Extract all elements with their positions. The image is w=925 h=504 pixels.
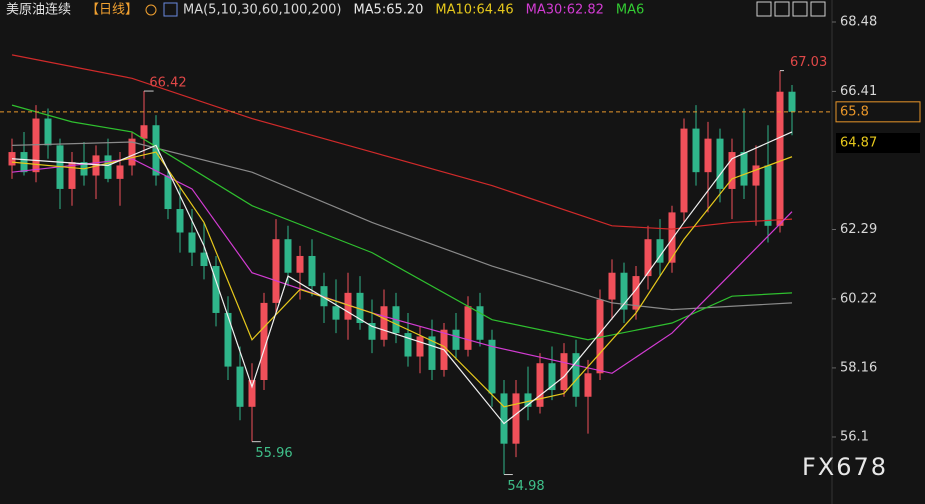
ma-icon[interactable] bbox=[163, 2, 178, 17]
candle-body bbox=[776, 91, 784, 226]
candle-body bbox=[68, 162, 76, 189]
candle-body bbox=[164, 175, 172, 210]
candle-body bbox=[704, 138, 712, 173]
candle-body bbox=[512, 393, 520, 444]
candle-body bbox=[116, 165, 124, 179]
candle-body bbox=[740, 152, 748, 186]
candle-body bbox=[728, 152, 736, 189]
candle-body bbox=[752, 165, 760, 186]
candle-body bbox=[140, 125, 148, 139]
low-label: 55.96 bbox=[255, 446, 292, 461]
candle-body bbox=[152, 125, 160, 176]
candle-body bbox=[188, 232, 196, 253]
legend-entry: MA(5,10,30,60,100,200) bbox=[183, 3, 341, 18]
y-tick-label: 58.16 bbox=[840, 360, 877, 375]
candle-body bbox=[200, 252, 208, 267]
y-tick-label: 62.29 bbox=[840, 222, 877, 237]
ma-line bbox=[11, 158, 793, 374]
period[interactable]: 【日线】 bbox=[86, 3, 138, 18]
candle-body bbox=[44, 118, 52, 146]
low-label: 54.98 bbox=[507, 479, 544, 494]
candle-body bbox=[260, 302, 268, 380]
toolbar bbox=[756, 1, 826, 17]
high-label: 67.03 bbox=[790, 55, 827, 70]
ma-line bbox=[11, 151, 793, 408]
candle-body bbox=[536, 363, 544, 407]
ma-line bbox=[11, 141, 793, 311]
candle-body bbox=[656, 239, 664, 263]
ma-line bbox=[11, 104, 793, 341]
candle-body bbox=[692, 128, 700, 173]
legend-entry: MA30:62.82 bbox=[526, 3, 604, 18]
candle-body bbox=[32, 118, 40, 173]
candle-body bbox=[344, 292, 352, 320]
y-tick-label: 66.41 bbox=[840, 84, 877, 99]
marker-label: 64.87 bbox=[840, 136, 877, 151]
candle-body bbox=[668, 212, 676, 263]
candle-body bbox=[428, 336, 436, 370]
high-label: 66.42 bbox=[149, 76, 186, 91]
y-tick-label: 68.48 bbox=[840, 15, 877, 30]
candle-body bbox=[788, 91, 796, 112]
candle-body bbox=[620, 272, 628, 310]
candle-body bbox=[236, 366, 244, 407]
candle-body bbox=[584, 373, 592, 397]
candle-body bbox=[356, 292, 364, 324]
candle-body bbox=[500, 393, 508, 444]
tool-button[interactable] bbox=[756, 1, 772, 17]
candle-body bbox=[488, 339, 496, 394]
legend-entry: MA10:64.46 bbox=[435, 3, 513, 18]
candle-body bbox=[476, 306, 484, 340]
legend-entry: MA5:65.20 bbox=[353, 3, 423, 18]
candle-body bbox=[308, 255, 316, 287]
title: 美原油连续 bbox=[6, 2, 71, 18]
legend: MA(5,10,30,60,100,200) MA5:65.20 MA10:64.4… bbox=[183, 3, 644, 18]
candle-body bbox=[296, 255, 304, 273]
price-label: 65.8 bbox=[840, 104, 869, 119]
watermark: FX678 bbox=[802, 453, 888, 481]
candle-body bbox=[608, 272, 616, 300]
candle-body bbox=[284, 239, 292, 273]
candle-body bbox=[380, 306, 388, 340]
candle-body bbox=[680, 128, 688, 213]
candle-body bbox=[464, 306, 472, 350]
candle-body bbox=[320, 286, 328, 307]
candle-body bbox=[632, 276, 640, 310]
candle-body bbox=[176, 209, 184, 233]
candle-body bbox=[404, 333, 412, 357]
candle-body bbox=[272, 239, 280, 303]
candle-body bbox=[128, 138, 136, 166]
candle-body bbox=[596, 299, 604, 374]
candle-body bbox=[248, 379, 256, 407]
marker-box bbox=[836, 133, 920, 154]
candle-body bbox=[332, 306, 340, 320]
tool-button[interactable] bbox=[774, 1, 790, 17]
candle-body bbox=[212, 266, 220, 313]
candle-body bbox=[572, 353, 580, 397]
price-box bbox=[835, 101, 921, 123]
tool-button[interactable] bbox=[810, 1, 826, 17]
candle-body bbox=[524, 393, 532, 407]
candle-body bbox=[560, 353, 568, 391]
y-tick-label: 60.22 bbox=[840, 291, 877, 306]
candle-body bbox=[452, 329, 460, 350]
ma-line bbox=[11, 54, 793, 230]
candle-body bbox=[20, 152, 28, 173]
candle-body bbox=[104, 155, 112, 179]
tool-button[interactable] bbox=[792, 1, 808, 17]
candle-body bbox=[644, 239, 652, 277]
ma-line bbox=[11, 131, 793, 425]
candle-body bbox=[224, 312, 232, 367]
candle-body bbox=[764, 165, 772, 226]
candle-body bbox=[716, 138, 724, 189]
candle-body bbox=[368, 323, 376, 340]
add-icon[interactable] bbox=[145, 4, 157, 16]
candle-body bbox=[548, 363, 556, 391]
candle-body bbox=[416, 336, 424, 357]
legend-entry: MA6 bbox=[616, 3, 644, 18]
y-tick-label: 56.1 bbox=[840, 429, 869, 444]
